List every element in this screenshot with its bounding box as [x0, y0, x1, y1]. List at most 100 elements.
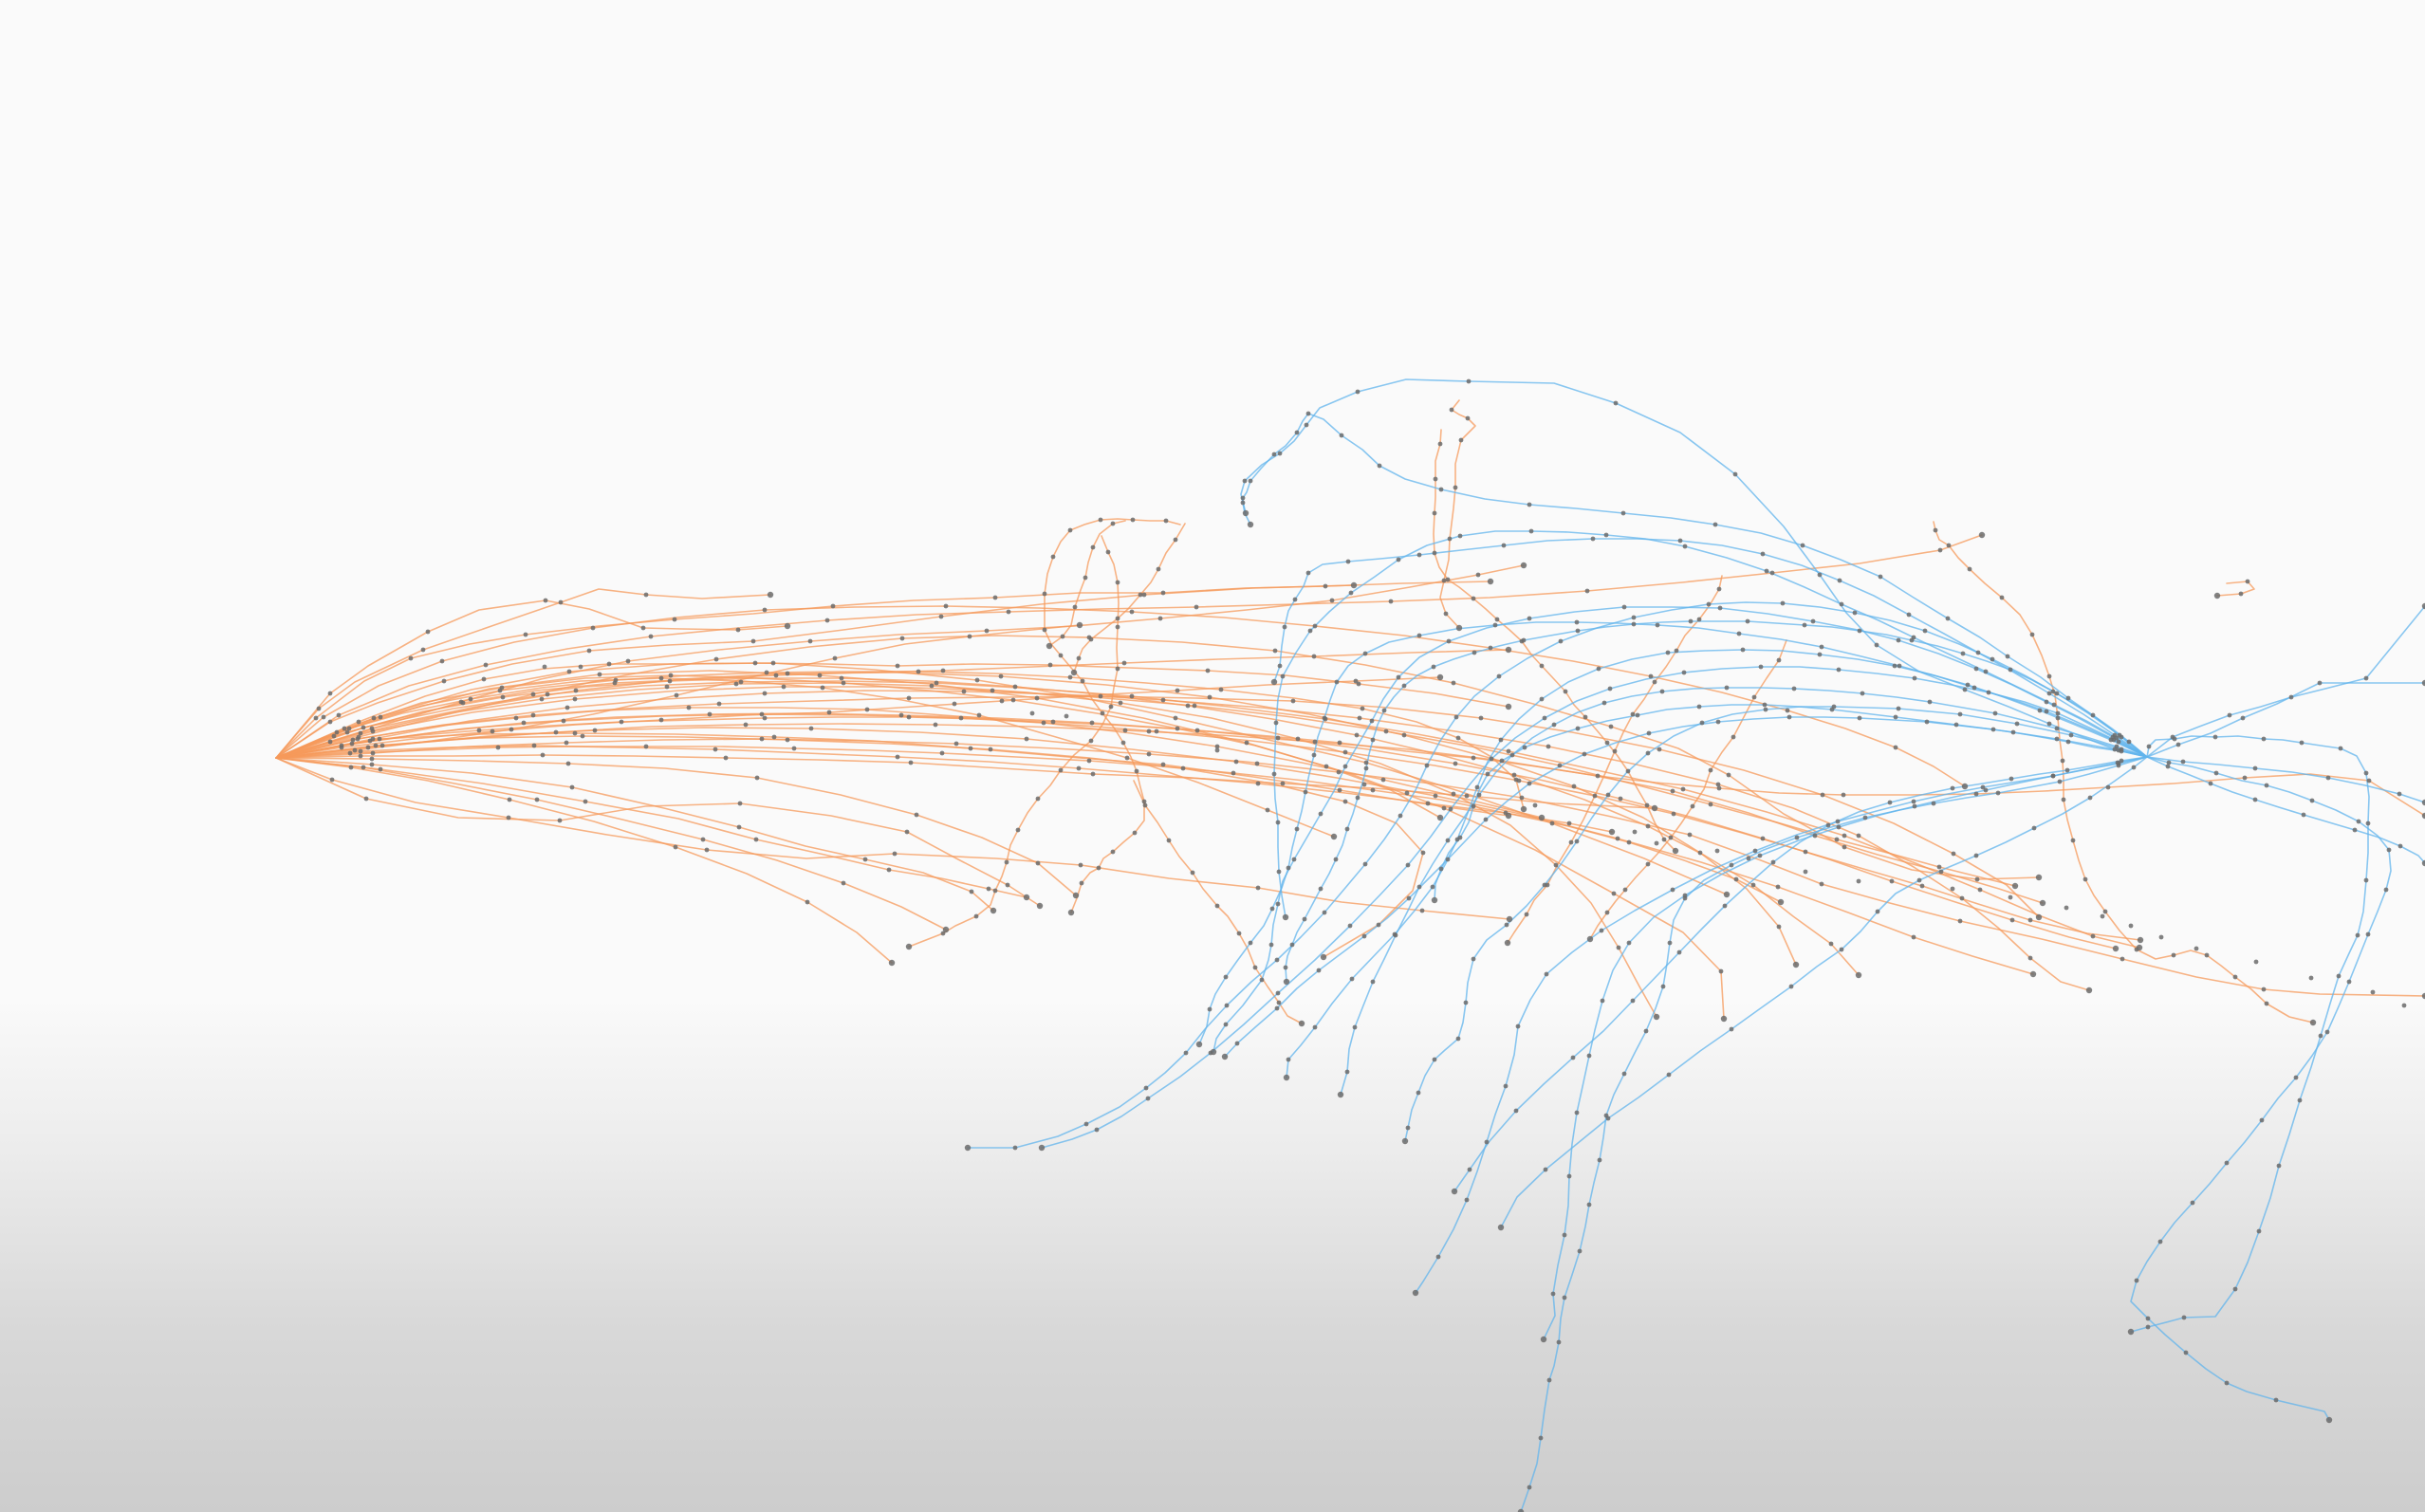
trace-node: [2183, 1350, 2189, 1355]
trace-node: [1696, 617, 1702, 622]
trace-node: [1252, 965, 1258, 970]
trace-node: [1723, 891, 1731, 898]
trace-node: [1878, 574, 1883, 580]
trace-node: [1978, 531, 1986, 539]
trace-node: [1992, 710, 1998, 716]
scatter-node: [2008, 894, 2013, 900]
trace-node: [1035, 796, 1041, 802]
trace-node: [2363, 675, 2369, 681]
trace-node: [658, 717, 664, 723]
trace-node: [1416, 1090, 1421, 1096]
trace-node: [1436, 673, 1444, 681]
trace-node: [1443, 611, 1449, 617]
trace-node: [1563, 689, 1568, 694]
trace-node: [1621, 604, 1627, 610]
trace-node: [1528, 528, 1534, 534]
trace-node: [1435, 1254, 1441, 1260]
trace-node: [1842, 833, 1847, 839]
trace-node: [1362, 651, 1368, 656]
trace-node: [1337, 787, 1342, 793]
trace-node: [1463, 1000, 1469, 1005]
trace-node: [672, 617, 677, 622]
trace-node: [439, 658, 445, 664]
trace-node: [1458, 437, 1464, 443]
trace-node: [1836, 824, 1842, 830]
trace-node: [2035, 874, 2043, 881]
orange-trace-51: [1589, 639, 1787, 940]
blue-trace-14: [2130, 756, 2392, 1421]
trace-node: [974, 677, 980, 683]
trace-node: [1800, 543, 1805, 548]
trace-node: [1274, 1005, 1280, 1011]
trace-node: [1897, 663, 1902, 669]
trace-node: [441, 678, 447, 684]
trace-node: [1626, 940, 1632, 946]
trace-node: [1433, 476, 1438, 482]
trace-node: [1659, 689, 1665, 694]
trace-node: [1088, 636, 1094, 642]
trace-node: [1432, 510, 1437, 516]
trace-node: [1812, 833, 1818, 839]
trace-node: [820, 685, 825, 691]
trace-node: [753, 837, 759, 842]
trace-node: [1360, 706, 1365, 711]
scatter-node: [2064, 905, 2069, 911]
trace-node: [2264, 783, 2269, 788]
scatter-node: [2401, 1003, 2407, 1008]
trace-node: [1652, 679, 1657, 685]
trace-node: [862, 857, 868, 862]
trace-node: [1240, 500, 1246, 506]
trace-node: [1769, 570, 1775, 576]
trace-node: [1076, 765, 1082, 771]
trace-node: [566, 669, 572, 674]
trace-node: [1715, 782, 1721, 787]
blue-trace-10: [1520, 756, 2148, 1512]
trace-node: [1010, 697, 1016, 703]
trace-node: [1175, 726, 1180, 731]
trace-node: [905, 943, 913, 950]
trace-node: [1098, 693, 1103, 699]
scatter-node: [1404, 790, 1410, 796]
trace-node: [1067, 674, 1073, 680]
trace-node: [643, 592, 649, 598]
trace-node: [990, 688, 995, 693]
trace-node: [759, 736, 765, 742]
trace-node: [1516, 778, 1522, 784]
orange-trace-31: [275, 713, 2141, 941]
scatter-node: [2370, 989, 2376, 995]
trace-node: [2014, 721, 2020, 727]
trace-node: [356, 719, 361, 725]
trace-node: [2044, 699, 2049, 705]
trace-node: [580, 733, 585, 739]
orange-trace-35: [275, 712, 2117, 950]
trace-node: [1852, 610, 1858, 616]
trace-node: [1121, 660, 1127, 666]
trace-node: [1342, 749, 1348, 755]
trace-node: [2145, 1316, 2151, 1321]
orange-trace-53: [2216, 581, 2255, 597]
trace-node: [1582, 751, 1587, 757]
trace-node: [2108, 737, 2114, 743]
trace-node: [530, 691, 536, 697]
orange-trace-42: [275, 727, 2034, 975]
trace-node: [988, 747, 993, 752]
trace-node: [1757, 853, 1763, 858]
trace-node: [1625, 768, 1631, 774]
trace-node: [762, 607, 768, 613]
orange-trace-37: [275, 757, 947, 931]
trace-node: [1912, 675, 1917, 681]
trace-node: [1483, 817, 1489, 822]
trace-node: [2054, 691, 2060, 696]
trace-node: [1141, 592, 1147, 598]
trace-node: [1520, 562, 1527, 569]
node-group: [313, 378, 2425, 1512]
trace-node: [1562, 1232, 1567, 1238]
trace-node: [619, 719, 624, 725]
trace-node: [1330, 833, 1338, 840]
trace-node: [1674, 648, 1679, 654]
trace-node: [1345, 559, 1351, 564]
trace-node: [1355, 795, 1361, 801]
trace-node: [506, 815, 511, 821]
trace-node: [1471, 956, 1476, 962]
trace-node: [1190, 870, 1195, 876]
